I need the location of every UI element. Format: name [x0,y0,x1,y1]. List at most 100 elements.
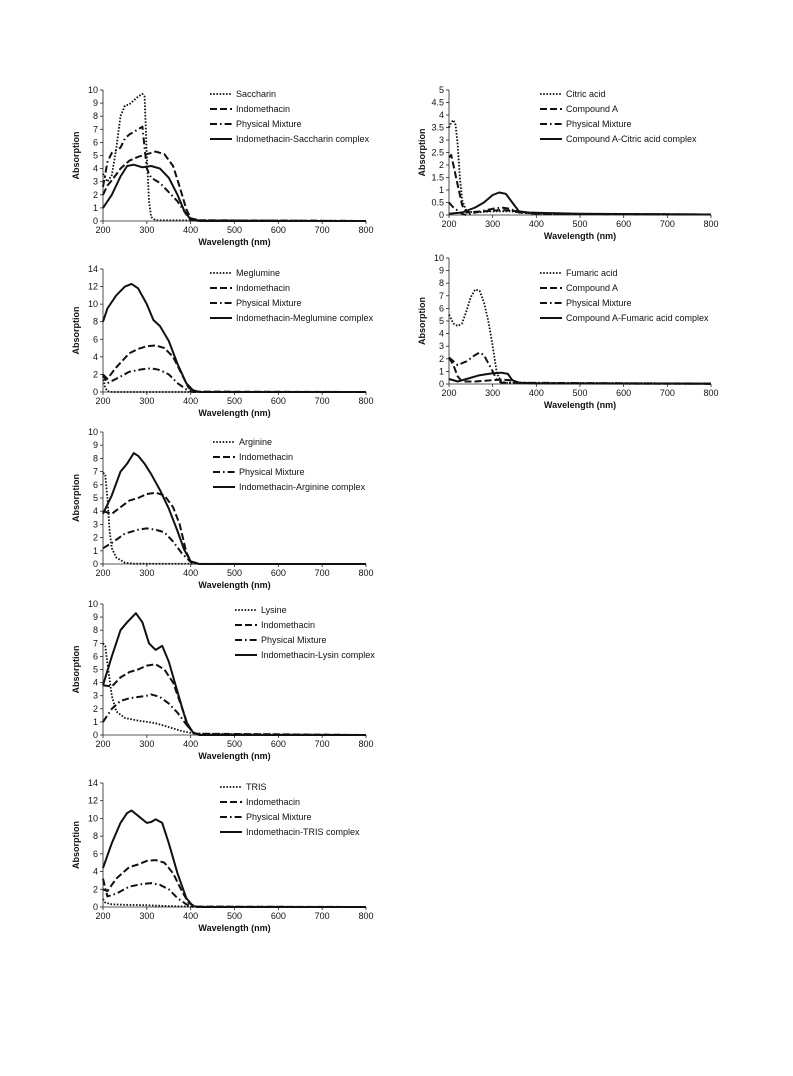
x-tick-label: 600 [271,396,286,406]
x-tick-label: 400 [183,568,198,578]
series-line-2 [102,150,367,222]
legend-entry: Physical Mixture [236,119,302,129]
legend-entry: Fumaric acid [566,268,618,278]
legend-entry: Physical Mixture [261,635,327,645]
x-tick-label: 400 [183,225,198,235]
y-tick-label: 0 [93,387,98,397]
y-tick-label: 6 [439,303,444,313]
legend-entry: Meglumine [236,268,280,278]
x-tick-label: 200 [95,396,110,406]
y-tick-label: 2 [439,354,444,364]
y-tick-label: 10 [88,599,98,609]
x-axis-label: Wavelength (nm) [198,923,270,933]
y-tick-label: 1.5 [431,173,444,183]
x-tick-label: 700 [315,911,330,921]
y-tick-label: 8 [93,453,98,463]
x-tick-label: 600 [271,225,286,235]
x-axis-label: Wavelength (nm) [544,400,616,410]
chart-2: 0 0.5 1 1.5 2 2.5 3 3.5 4 4.5 5 200 300 400 500 600 700 8… [417,85,719,241]
legend: Meglumine Indomethacin Physical Mixture Ind… [210,268,374,323]
chart-3: 0 2 4 6 8 10 12 14 200 300 400 500 600 700 800 Waveleng… [71,264,374,418]
series-line-4 [448,371,712,385]
x-axis-label: Wavelength (nm) [198,408,270,418]
y-tick-label: 6 [93,651,98,661]
y-tick-label: 2 [93,369,98,379]
series-line-1 [102,93,367,222]
y-axis-label: Absorption [71,474,81,522]
legend-entry: Indomethacin [236,104,290,114]
x-tick-label: 300 [485,388,500,398]
y-tick-label: 7 [93,638,98,648]
legend: Lysine Indomethacin Physical Mixture Indome… [235,605,375,660]
y-tick-label: 9 [93,440,98,450]
series-line-3 [102,367,366,393]
x-tick-label: 800 [703,219,718,229]
y-tick-label: 6 [93,849,98,859]
legend-entry: Indomethacin [246,797,300,807]
series-line-3 [448,351,712,385]
legend: TRIS Indomethacin Physical Mixture Indometh… [220,782,360,837]
x-tick-label: 400 [183,911,198,921]
y-tick-label: 3 [93,691,98,701]
y-tick-label: 8 [439,278,444,288]
series-line-2 [102,663,367,736]
series-line-2 [102,859,367,908]
y-tick-label: 1 [439,366,444,376]
y-tick-label: 3.5 [431,123,444,133]
y-axis-label: Absorption [71,821,81,869]
y-axis-label: Absorption [417,129,427,177]
x-tick-label: 800 [358,911,373,921]
y-tick-label: 3 [93,177,98,187]
y-tick-label: 1 [439,185,444,195]
x-tick-label: 600 [616,219,631,229]
x-tick-label: 300 [139,739,154,749]
x-tick-label: 200 [441,388,456,398]
legend-entry: Indomethacin [261,620,315,630]
y-tick-label: 10 [88,427,98,437]
y-tick-label: 6 [93,480,98,490]
x-tick-label: 300 [485,219,500,229]
y-tick-label: 4 [93,164,98,174]
legend-entry: Compound A [566,104,618,114]
x-tick-label: 400 [183,739,198,749]
x-tick-label: 400 [529,219,544,229]
legend-entry: Saccharin [236,89,276,99]
y-tick-label: 5 [439,85,444,95]
x-tick-label: 300 [139,568,154,578]
x-tick-label: 700 [660,388,675,398]
legend-entry: Physical Mixture [566,119,632,129]
x-tick-label: 400 [529,388,544,398]
series-line-2 [102,491,366,565]
x-axis-label: Wavelength (nm) [198,237,270,247]
y-tick-label: 4 [93,867,98,877]
y-tick-label: 6 [93,334,98,344]
y-tick-label: 2 [93,884,98,894]
series-line-4 [102,612,366,736]
y-tick-label: 12 [88,282,98,292]
series-line-1 [448,119,712,216]
series-line-4 [102,282,366,393]
x-axis-label: Wavelength (nm) [544,231,616,241]
legend-entry: Citric acid [566,89,606,99]
legend-entry: Indomethacin-Saccharin complex [236,134,370,144]
x-axis-label: Wavelength (nm) [198,751,270,761]
y-axis-label: Absorption [71,646,81,694]
x-tick-label: 700 [315,739,330,749]
y-tick-label: 9 [439,266,444,276]
chart-6: 0 1 2 3 4 5 6 7 8 9 10 200 300 400 500 600 700 800 Wavelen… [71,599,375,761]
x-tick-label: 500 [572,219,587,229]
x-tick-label: 800 [703,388,718,398]
x-tick-label: 500 [227,739,242,749]
x-tick-label: 700 [315,396,330,406]
x-tick-label: 700 [315,568,330,578]
y-tick-label: 4 [93,506,98,516]
y-tick-label: 14 [88,264,98,274]
legend-entry: Compound A-Fumaric acid complex [566,313,709,323]
x-tick-label: 200 [95,739,110,749]
chart-5: 0 1 2 3 4 5 6 7 8 9 10 200 300 400 500 600 700 800 Wavelen… [71,427,374,590]
y-tick-label: 9 [93,98,98,108]
legend-entry: Indomethacin [239,452,293,462]
legend-entry: Arginine [239,437,272,447]
legend-entry: Physical Mixture [239,467,305,477]
series-line-3 [102,878,366,908]
